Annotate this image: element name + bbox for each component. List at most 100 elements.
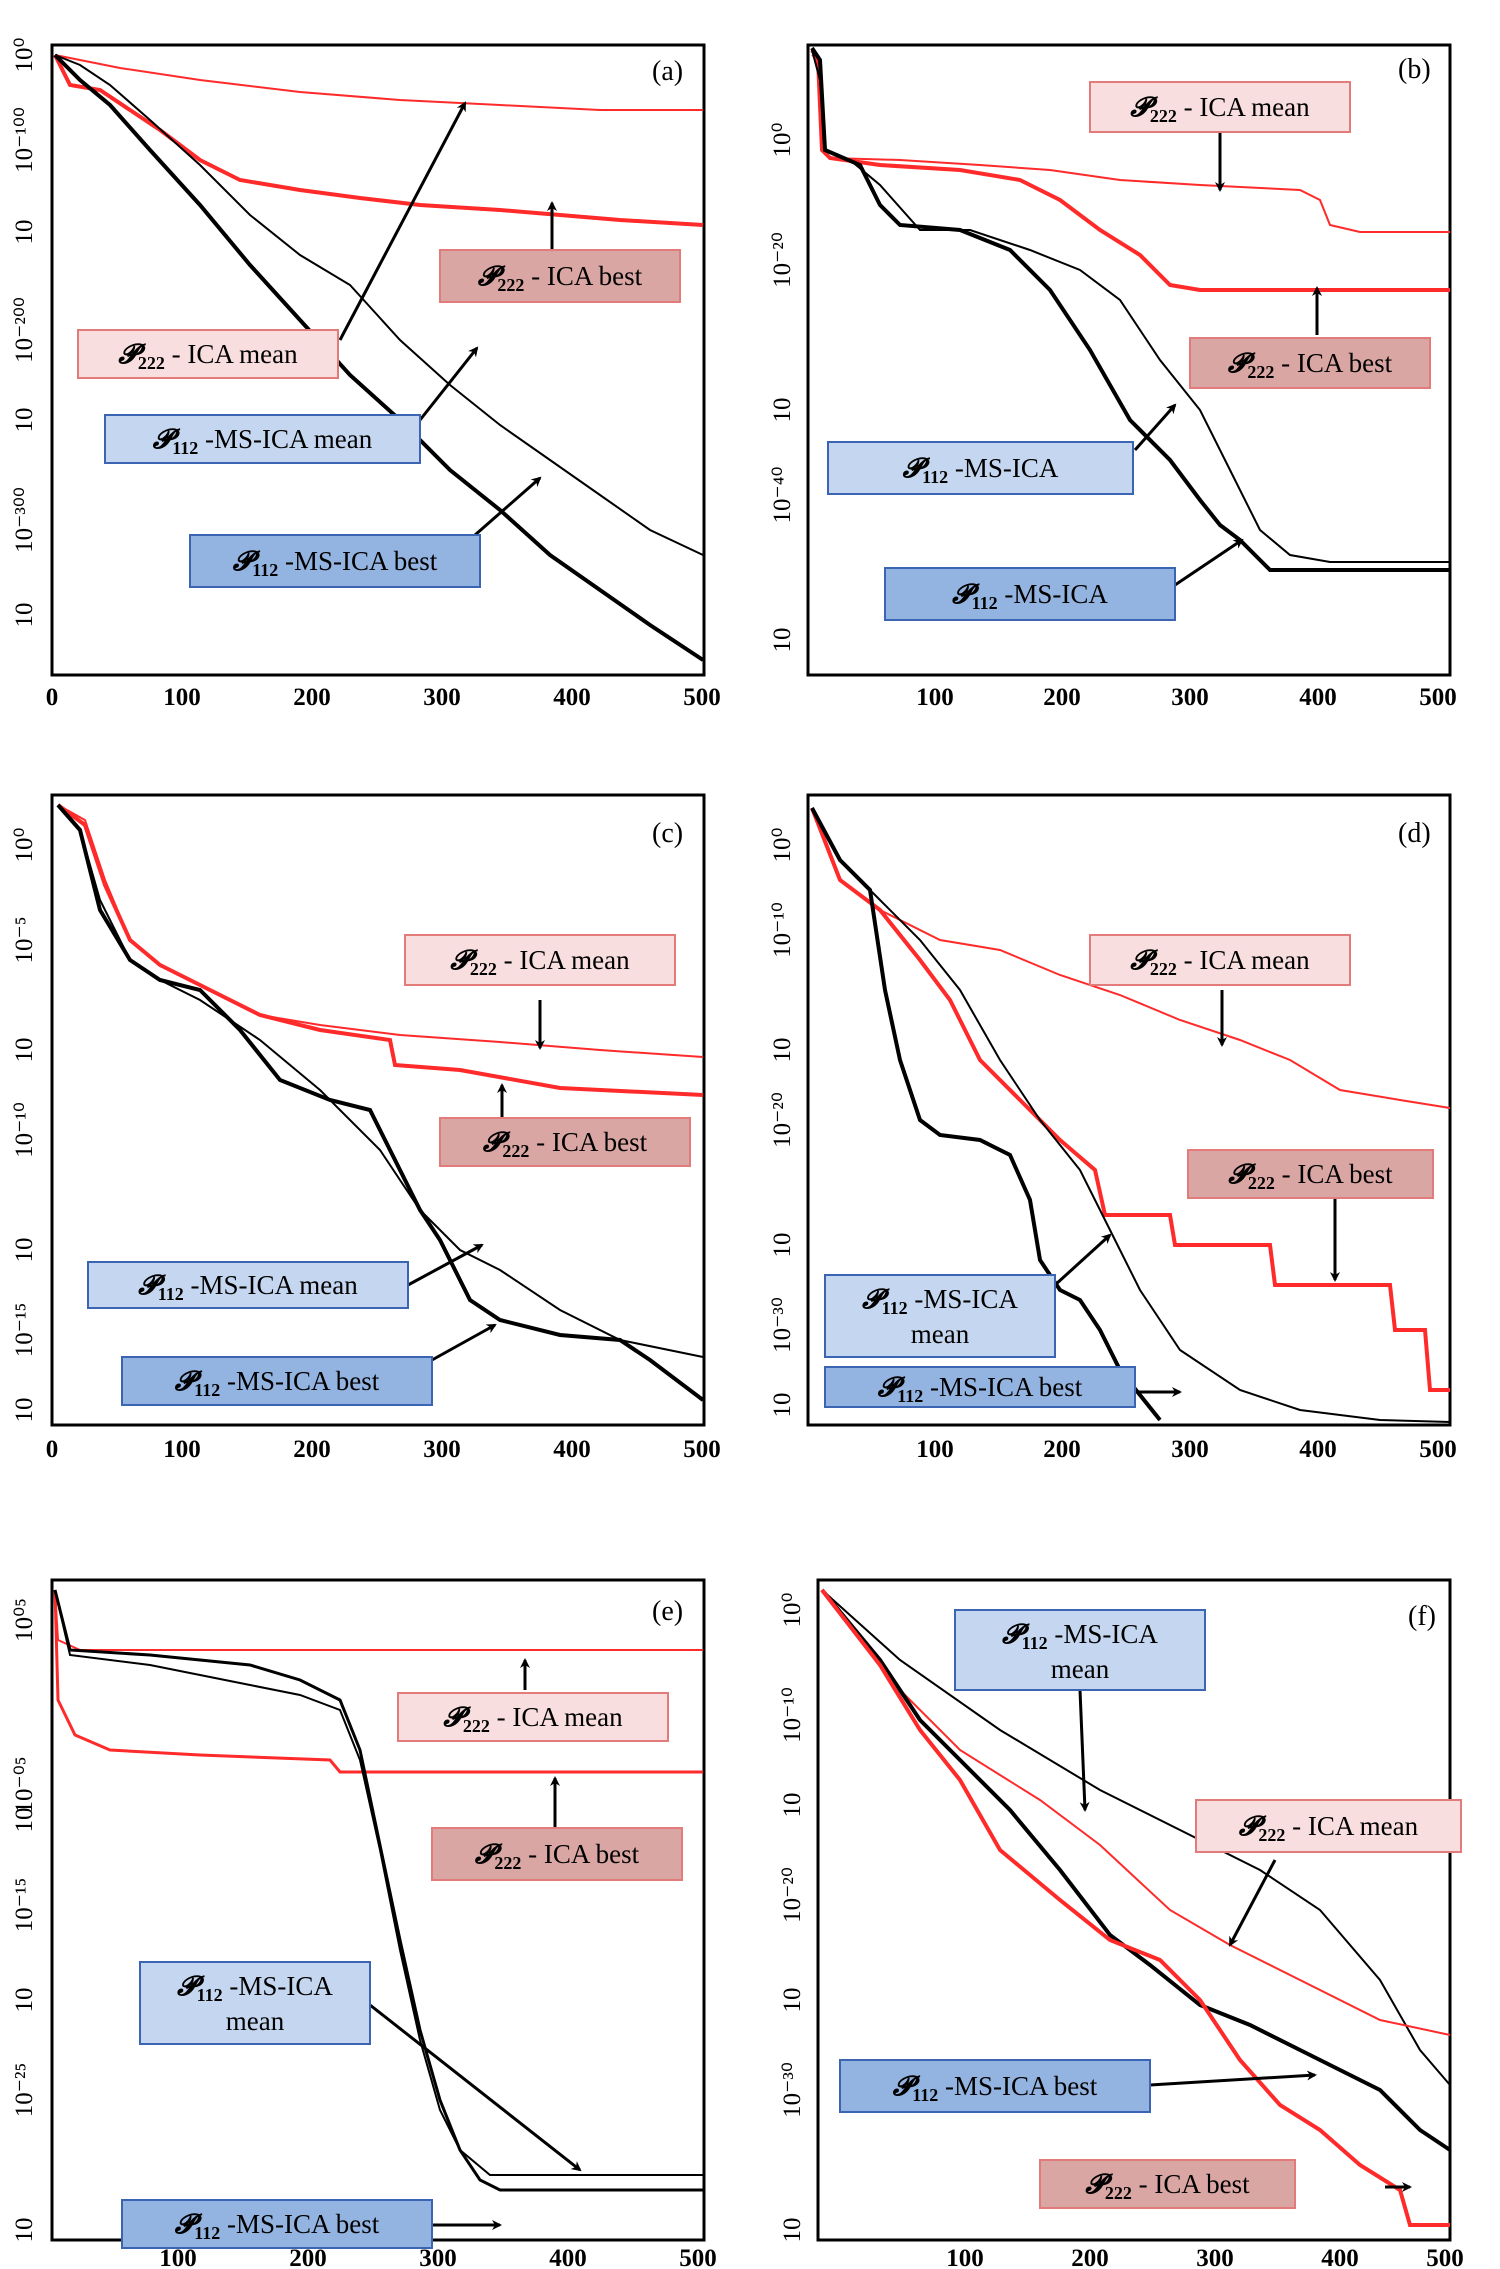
- callout-label: 𝓟222 - ICA mean: [1130, 92, 1310, 126]
- series-line: [53, 1589, 703, 1774]
- arrow: [338, 101, 467, 341]
- x-tick-label: 200: [293, 1436, 331, 1463]
- y-tick-label: 10: [779, 1988, 806, 2013]
- panel-a-series: [53, 53, 705, 662]
- panel-label-f: (f): [1408, 1601, 1436, 1632]
- panel-e-frame: [50, 1578, 706, 2242]
- arrow: [1174, 538, 1244, 587]
- arrow: [1078, 1689, 1090, 1812]
- series-line: [821, 1589, 1451, 2036]
- arrow: [369, 2003, 582, 2172]
- callout-background: [404, 934, 676, 986]
- y-tick-label: 10⁻³⁰: [779, 2062, 806, 2118]
- x-tick-label: 0: [46, 1436, 59, 1463]
- y-tick-label: 10: [779, 2218, 806, 2243]
- y-tick-label: 10⁻⁴⁰: [769, 467, 796, 524]
- callout-label: 𝓟112 -MS-ICA: [903, 453, 1059, 487]
- series-line: [54, 1589, 703, 2176]
- callout-box: 𝓟112 -MS-ICA best: [839, 2059, 1151, 2113]
- callout-background: [839, 2059, 1151, 2113]
- panel-c-frame: [50, 793, 706, 1427]
- x-tick-label: 300: [423, 1436, 461, 1463]
- callout-box: 𝓟222 - ICA best: [1039, 2159, 1296, 2209]
- y-tick-label: 10⁻¹⁵: [11, 1303, 38, 1357]
- series-line: [53, 54, 704, 227]
- callout-label: 𝓟112 -MS-ICA best: [233, 546, 438, 580]
- callout-background: [824, 1274, 1056, 1358]
- y-tick-label: 10: [11, 1398, 38, 1423]
- arrow: [474, 476, 542, 537]
- series-line: [820, 1588, 1450, 2227]
- callout-box: 𝓟222 - ICA best: [439, 249, 681, 303]
- callout-box: 𝓟112 -MS-ICA: [884, 567, 1176, 621]
- callout-background: [1187, 1149, 1434, 1199]
- x-tick-label: 200: [293, 684, 331, 711]
- callout-background: [1089, 81, 1351, 133]
- y-tick-label: 10⁻¹⁰: [11, 1102, 38, 1158]
- series-line: [56, 803, 704, 1097]
- arrow: [1228, 1859, 1277, 1947]
- callout-background: [439, 1117, 691, 1167]
- y-tick-label: 10⁻⁵: [11, 917, 38, 964]
- series-line: [820, 1588, 1452, 2152]
- callout-label: 𝓟222 - ICA best: [475, 1839, 640, 1873]
- arrow: [431, 1323, 497, 1362]
- callout-background: [189, 534, 481, 588]
- y-tick-label: 10⁻¹⁵: [11, 1878, 38, 1932]
- y-tick-label: 10⁻³⁰: [769, 1297, 796, 1353]
- x-tick-label: 100: [163, 684, 201, 711]
- y-tick-label: 10⁻¹⁰: [769, 902, 796, 958]
- y-tick-label: 10: [11, 220, 38, 245]
- callout-box: 𝓟112 -MS-ICA best: [824, 1366, 1136, 1408]
- callout-box: 𝓟222 - ICA mean: [1089, 81, 1351, 133]
- callouts: 𝓟222 - ICA best 𝓟222 - ICA mean 𝓟112 -MS-I…: [77, 81, 1462, 2249]
- arrow: [1149, 2070, 1317, 2087]
- callout-label: 𝓟112 -MS-ICA mean: [138, 1270, 358, 1304]
- panel-label-b: (b): [1398, 54, 1431, 85]
- callout-label: 𝓟222 - ICA mean: [1130, 945, 1310, 979]
- callout-arrows: [338, 101, 1412, 2230]
- series-line: [56, 803, 705, 1402]
- y-tick-label: 10⁰: [769, 122, 796, 157]
- x-tick-label: 400: [553, 684, 591, 711]
- callout-label: 𝓟112 -MS-ICA best: [175, 2209, 380, 2243]
- callout-background: [824, 1366, 1136, 1408]
- callout-box: 𝓟222 - ICA mean: [77, 329, 339, 379]
- callout-box: 𝓟222 - ICA best: [439, 1117, 691, 1167]
- x-tick-label: 300: [1171, 1436, 1209, 1463]
- x-tick-label: 400: [1299, 1436, 1337, 1463]
- callout-background: [87, 1261, 409, 1309]
- y-tick-label: 10⁰: [779, 1592, 806, 1627]
- callout-background: [1089, 934, 1351, 986]
- tick-labels: 0 100 200 300 400 50010⁰10⁻¹⁰⁰1010⁻²⁰⁰1010⁻³⁰…: [11, 37, 1464, 2269]
- y-tick-label: 10⁻³⁰⁰: [11, 487, 38, 553]
- series-line: [821, 1589, 1451, 2086]
- callout-box: 𝓟222 - ICA mean: [404, 934, 676, 986]
- x-tick-label: 200: [1043, 684, 1081, 711]
- callout-background: [1189, 337, 1431, 389]
- y-tick-label: 10: [769, 1393, 796, 1418]
- callout-box: 𝓟222 - ICA mean: [1089, 934, 1351, 986]
- panel-label-a: (a): [652, 56, 683, 87]
- callout-background: [954, 1609, 1206, 1691]
- callout-label-line2: mean: [1051, 1654, 1110, 1684]
- y-tick-label: 10: [11, 603, 38, 628]
- callout-background: [884, 567, 1176, 621]
- callout-box: 𝓟112 -MS-ICA best: [121, 2199, 433, 2249]
- panel-label-c: (c): [652, 818, 683, 849]
- y-tick-label: 10⁻²⁰: [769, 1092, 796, 1148]
- callout-box: 𝓟222 - ICA best: [431, 1827, 683, 1881]
- callout-label: 𝓟222 - ICA best: [483, 1127, 648, 1161]
- callout-box: 𝓟222 - ICA mean: [397, 1692, 669, 1742]
- callout-label: 𝓟112 -MS-ICA best: [878, 1372, 1083, 1406]
- callout-box: 𝓟222 - ICA best: [1189, 337, 1431, 389]
- x-tick-label: 300: [423, 684, 461, 711]
- callout-box: 𝓟112 -MS-ICA mean: [104, 414, 421, 464]
- y-tick-label: 10⁻¹⁰: [779, 1687, 806, 1743]
- y-tick-label: 10: [769, 398, 796, 423]
- callout-background: [139, 1961, 371, 2045]
- y-tick-label: 10: [11, 1038, 38, 1063]
- callout-label: 𝓟112 -MS-ICA best: [175, 1366, 380, 1400]
- x-tick-label: 400: [1321, 2245, 1359, 2269]
- callout-label: 𝓟222 - ICA mean: [450, 945, 630, 979]
